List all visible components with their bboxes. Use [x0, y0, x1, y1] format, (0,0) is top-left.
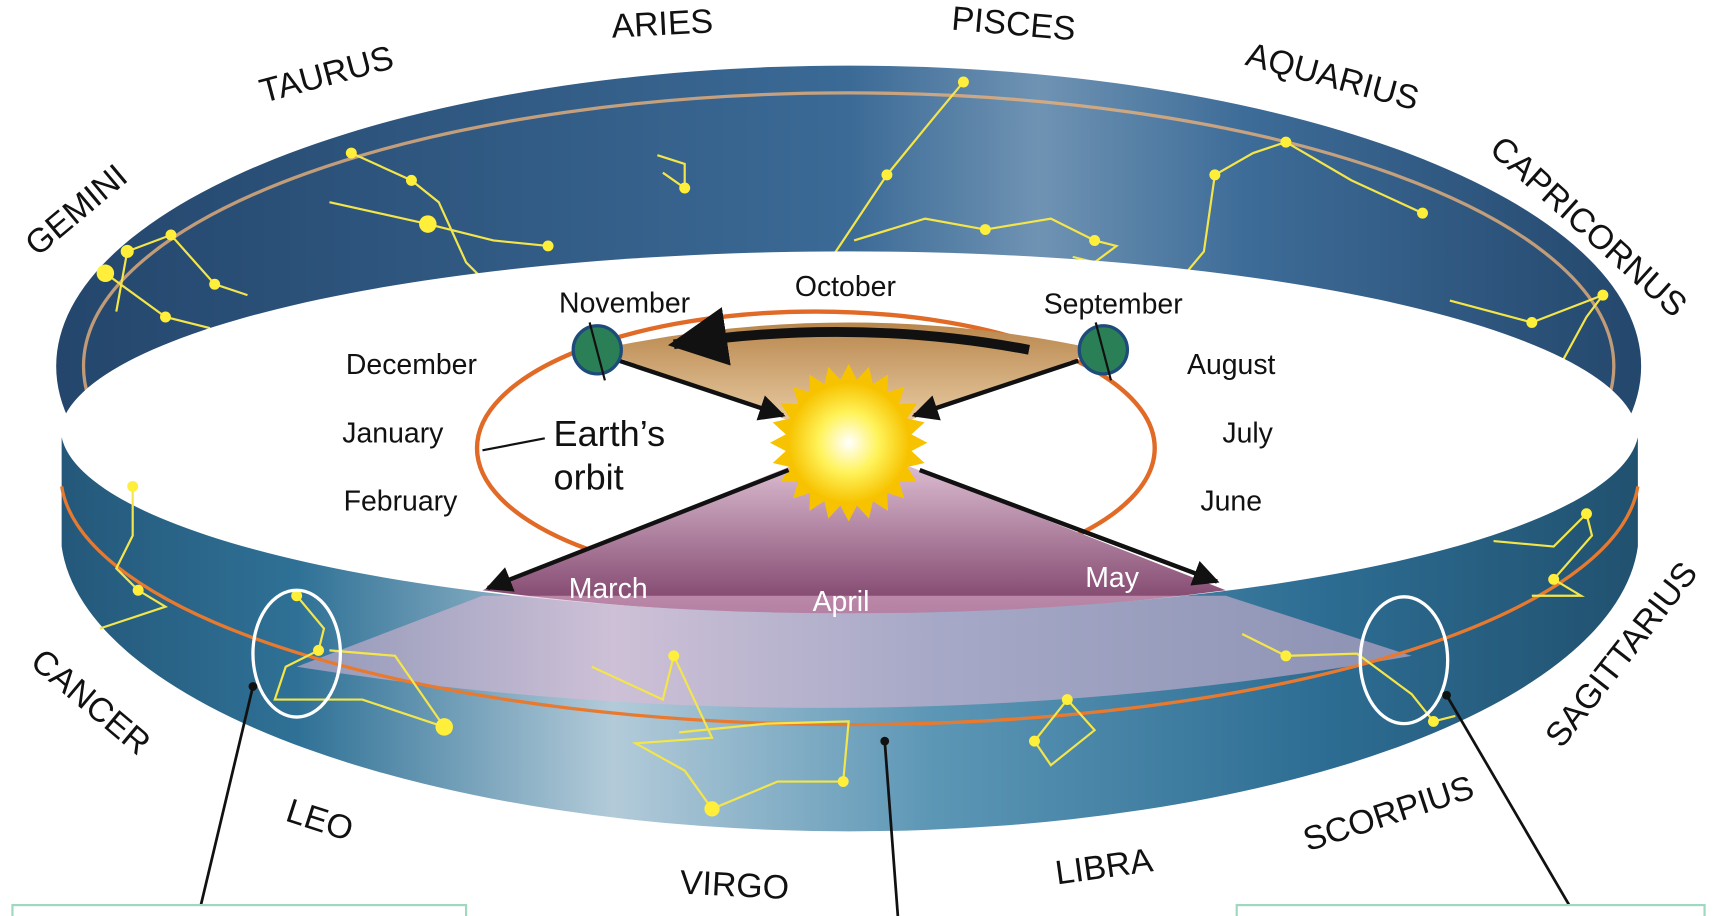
pointer-dot	[880, 737, 889, 746]
callout-box-left	[12, 905, 466, 916]
month-label: October	[795, 271, 896, 303]
month-label: November	[559, 288, 690, 320]
page: Earth’s orbit GEMINI TAURUS ARIES PISCES AQU…	[0, 0, 1717, 916]
orbit-label: orbit	[554, 457, 624, 498]
constellation-label: VIRGO	[679, 864, 790, 908]
month-label: January	[342, 418, 444, 450]
month-label: August	[1187, 349, 1276, 381]
constellation-label: SCORPIUS	[1299, 768, 1479, 859]
constellation-label: LEO	[282, 792, 358, 849]
pointer-dot	[1442, 691, 1451, 700]
month-label: February	[344, 485, 458, 517]
month-label: December	[346, 349, 477, 381]
month-label: May	[1085, 562, 1139, 594]
sun	[770, 364, 927, 521]
constellation-label: PISCES	[950, 0, 1077, 48]
callout-box-right	[1237, 905, 1705, 916]
orbit-label: Earth’s	[554, 413, 666, 454]
constellation-label: AQUARIUS	[1242, 36, 1423, 118]
constellation-label: ARIES	[611, 2, 715, 45]
constellation-label: TAURUS	[256, 39, 398, 111]
constellation-label: LIBRA	[1053, 841, 1156, 892]
month-label: March	[569, 573, 648, 605]
month-label: June	[1200, 485, 1262, 517]
pointer-dot	[249, 682, 258, 691]
month-label: September	[1044, 289, 1183, 321]
month-label: July	[1222, 418, 1273, 450]
constellation-label: GEMINI	[18, 157, 135, 264]
zodiac-diagram: Earth’s orbit GEMINI TAURUS ARIES PISCES AQU…	[0, 0, 1717, 916]
month-label: April	[813, 586, 870, 618]
